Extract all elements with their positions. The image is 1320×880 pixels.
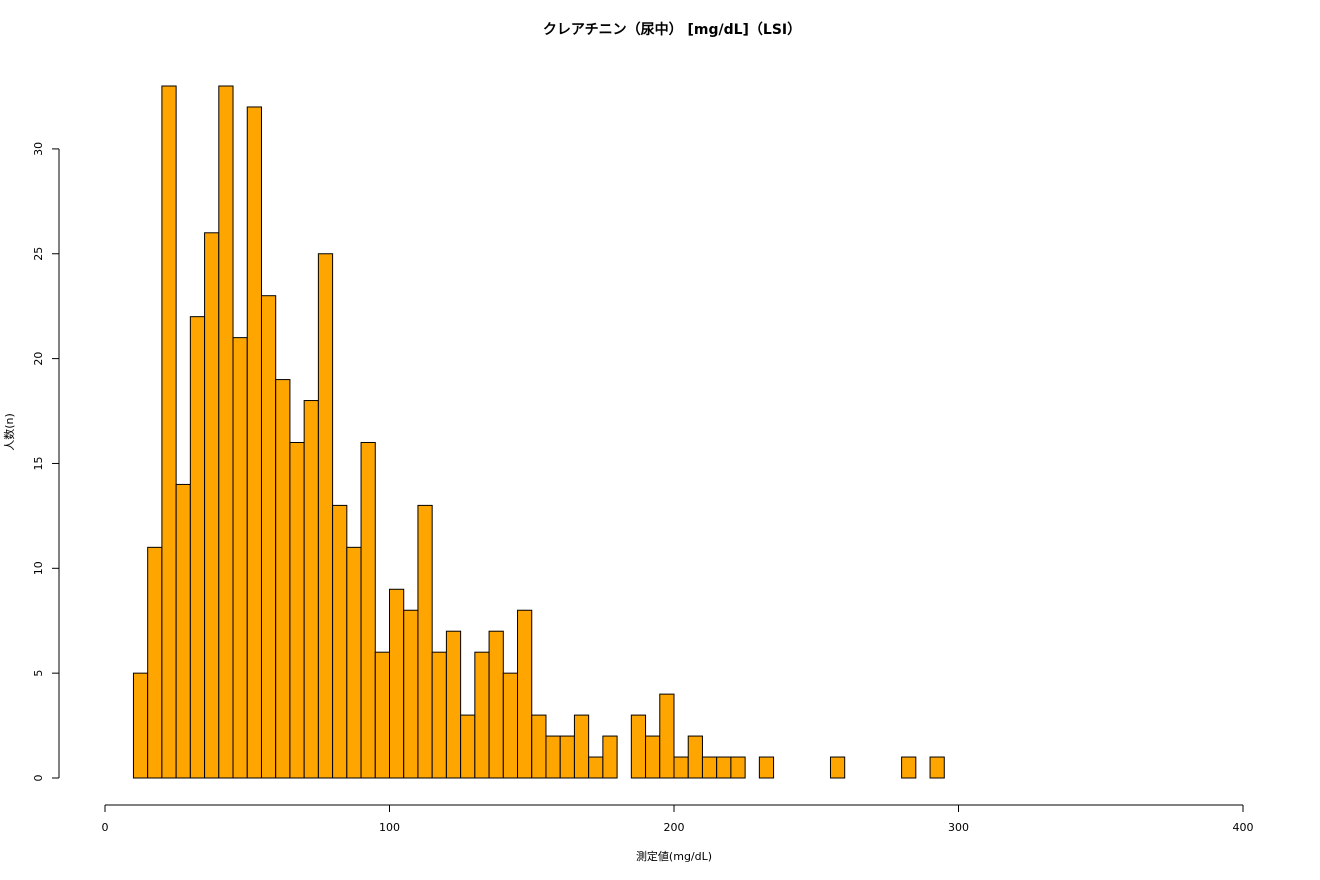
bar xyxy=(716,756,732,779)
bar xyxy=(317,253,334,779)
x-tick-label: 100 xyxy=(379,821,400,834)
bar xyxy=(645,735,661,779)
bar xyxy=(445,630,462,779)
bar xyxy=(630,714,647,779)
bar xyxy=(673,756,689,779)
y-axis-label: 人数(n) xyxy=(3,413,16,451)
y-tick-label: 5 xyxy=(32,670,45,677)
y-tick-label: 0 xyxy=(32,775,45,782)
bar xyxy=(275,379,291,779)
bar xyxy=(374,651,390,779)
bar xyxy=(929,756,945,779)
bar xyxy=(346,546,362,779)
x-tick-label: 400 xyxy=(1233,821,1254,834)
bar xyxy=(659,693,675,779)
bar xyxy=(403,609,419,779)
bar xyxy=(389,588,405,779)
bar xyxy=(246,106,262,779)
bar xyxy=(189,316,206,779)
y-tick-label: 30 xyxy=(32,142,45,156)
bar xyxy=(175,483,191,779)
bar xyxy=(431,651,447,779)
bar xyxy=(132,672,149,779)
bar xyxy=(417,504,433,779)
x-axis-label: 測定値(mg/dL) xyxy=(636,849,712,863)
bar xyxy=(360,441,376,779)
bar xyxy=(588,756,604,779)
bar xyxy=(602,735,618,779)
bar xyxy=(161,85,177,779)
x-tick-label: 0 xyxy=(102,821,109,834)
bar xyxy=(545,735,561,779)
bar xyxy=(303,400,319,779)
bar xyxy=(687,735,703,779)
bar xyxy=(474,651,490,779)
y-tick-label: 20 xyxy=(32,352,45,366)
chart-title: クレアチニン（尿中） [mg/dL]（LSI） xyxy=(543,21,801,38)
bar xyxy=(289,441,305,779)
y-tick-label: 25 xyxy=(32,247,45,261)
bar xyxy=(502,672,519,779)
x-tick-label: 200 xyxy=(664,821,685,834)
bar xyxy=(460,714,476,779)
bar xyxy=(232,337,248,779)
bar xyxy=(901,756,917,779)
y-tick-label: 10 xyxy=(32,561,45,575)
bar xyxy=(758,756,775,779)
bar xyxy=(488,630,504,779)
bar xyxy=(332,504,348,779)
bar xyxy=(829,756,846,779)
bar xyxy=(559,735,575,779)
y-tick-label: 15 xyxy=(32,456,45,470)
bar xyxy=(531,714,547,779)
bar xyxy=(204,232,220,779)
bar xyxy=(573,714,590,779)
bar xyxy=(260,295,277,779)
x-tick-label: 300 xyxy=(948,821,969,834)
bar xyxy=(730,756,746,779)
bar xyxy=(701,756,718,779)
bar xyxy=(218,85,234,779)
bar xyxy=(517,609,533,779)
bar xyxy=(147,546,163,779)
